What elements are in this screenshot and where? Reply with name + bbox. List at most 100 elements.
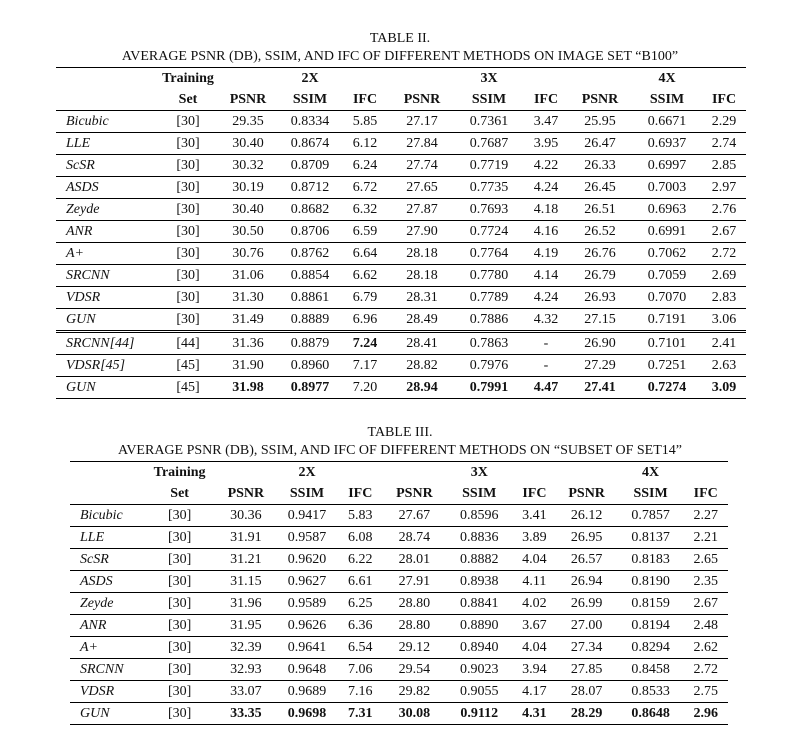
method-name: GUN [70, 702, 145, 725]
metric-value: 0.7780 [454, 264, 524, 287]
metric-value: 7.06 [337, 658, 384, 681]
metric-value: 2.65 [683, 548, 728, 571]
training-set: [30] [160, 132, 216, 155]
metric-value: 27.90 [390, 220, 454, 243]
table-row: VDSR[45] [45] 31.90 0.8960 7.17 28.82 0.7976-2… [56, 354, 746, 377]
metric-value: 0.7991 [454, 376, 524, 399]
metric-value: 6.32 [340, 198, 390, 221]
training-set: [30] [144, 680, 215, 703]
metric-value: 31.15 [214, 570, 277, 593]
header-ifc: IFC [711, 92, 737, 107]
metric-value: 30.50 [216, 220, 280, 243]
metric-value: 0.6963 [632, 198, 702, 221]
metric-value: 2.96 [683, 702, 728, 725]
table-row: VDSR [30] 31.30 0.8861 6.79 28.31 0.7789 4.24 26… [56, 286, 746, 309]
table-row: ASDS [30] 31.15 0.9627 6.61 27.91 0.8938 4.11 26… [70, 570, 728, 593]
metric-value: 0.8889 [280, 308, 340, 332]
metric-value: 0.9648 [276, 658, 338, 681]
method-name: SRCNN[44] [56, 330, 160, 355]
metric-value: 30.40 [216, 132, 280, 155]
header-ssim: SSIM [649, 92, 685, 107]
method-name: VDSR [70, 680, 145, 703]
metric-value: 3.09 [702, 376, 746, 399]
training-set: [45] [160, 376, 216, 399]
metric-value: 5.83 [337, 504, 384, 527]
metric-value: 0.8938 [445, 570, 514, 593]
table-row: Bicubic [30] 30.36 0.9417 5.83 27.67 0.8596 3.4… [70, 504, 728, 527]
training-set: [30] [144, 570, 215, 593]
header-ssim: SSIM [462, 486, 497, 501]
table-row: ANR [30] 30.50 0.8706 6.59 27.90 0.7724 4.16 26.… [56, 220, 746, 243]
metric-value: 32.93 [214, 658, 277, 681]
metric-value: 29.54 [383, 658, 446, 681]
metric-value: 0.7863 [454, 330, 524, 355]
metric-value: 2.67 [702, 220, 746, 243]
metric-value: 31.95 [214, 614, 277, 637]
metric-value: 0.7724 [454, 220, 524, 243]
metric-value: 0.7857 [617, 504, 684, 527]
header-ssim: SSIM [292, 92, 328, 107]
metric-value: 26.95 [555, 526, 618, 549]
method-name: GUN [56, 308, 160, 332]
table-row: GUN [30] 31.49 0.8889 6.96 28.49 0.7886 4.32 27.… [56, 308, 746, 332]
metric-value: 31.91 [214, 526, 277, 549]
header-psnr: PSNR [403, 92, 441, 107]
metric-value: 2.41 [702, 330, 746, 355]
method-name: VDSR [56, 286, 160, 309]
table-row: ScSR [30] 30.32 0.8709 6.24 27.74 0.7719 4.22 26… [56, 154, 746, 177]
metric-value: 0.7789 [454, 286, 524, 309]
header-ifc: IFC [352, 92, 378, 107]
metric-value: 3.89 [513, 526, 556, 549]
metric-value: 6.36 [337, 614, 384, 637]
table-row: Zeyde [30] 30.40 0.8682 6.32 27.87 0.7693 4.18 2… [56, 198, 746, 221]
metric-value: 0.8940 [445, 636, 514, 659]
metric-value: 3.95 [524, 132, 568, 155]
header-psnr: PSNR [396, 486, 433, 501]
metric-value: 2.62 [683, 636, 728, 659]
metric-value: 0.8294 [617, 636, 684, 659]
metric-value: 6.08 [337, 526, 384, 549]
table-row: Zeyde [30] 31.96 0.9589 6.25 28.80 0.8841 4.02 2… [70, 592, 728, 615]
table2-caption: AVERAGE PSNR (DB), SSIM, AND IFC OF DIFF… [121, 49, 679, 64]
metric-value: 0.8712 [280, 176, 340, 199]
metric-value: 0.8674 [280, 132, 340, 155]
metric-value: 0.9627 [276, 570, 338, 593]
metric-value: 0.7062 [632, 242, 702, 265]
header-psnr: PSNR [581, 92, 619, 107]
table2: Training 2X 3X 4X Set PSNR SSIM IFC PSNR… [56, 67, 746, 399]
metric-value: 0.9112 [445, 702, 514, 725]
metric-value: 0.7191 [632, 308, 702, 332]
metric-value: 27.34 [555, 636, 618, 659]
metric-value: 33.35 [214, 702, 277, 725]
metric-value: 0.7070 [632, 286, 702, 309]
metric-value: 4.24 [524, 286, 568, 309]
metric-value: 2.67 [683, 592, 728, 615]
metric-value: 0.7976 [454, 354, 524, 377]
metric-value: 4.16 [524, 220, 568, 243]
metric-value: 2.72 [702, 242, 746, 265]
metric-value: 4.14 [524, 264, 568, 287]
metric-value: 6.61 [337, 570, 384, 593]
training-set: [30] [160, 176, 216, 199]
metric-value: 0.7059 [632, 264, 702, 287]
metric-value: 0.9626 [276, 614, 338, 637]
metric-value: 5.85 [340, 110, 390, 133]
header-scale-2x: 2X [280, 67, 340, 89]
metric-value: 30.36 [214, 504, 277, 527]
header-psnr: PSNR [568, 486, 605, 501]
metric-value: 26.99 [555, 592, 618, 615]
metric-value: 26.57 [555, 548, 618, 571]
metric-value: 31.49 [216, 308, 280, 332]
metric-value: 4.19 [524, 242, 568, 265]
metric-value: 0.9620 [276, 548, 338, 571]
metric-value: 4.04 [513, 548, 556, 571]
metric-value: 30.40 [216, 198, 280, 221]
metric-value: 3.06 [702, 308, 746, 332]
table3: Training 2X 3X 4X Set PSNR SSIM IFC PSNR… [70, 461, 728, 725]
method-name: VDSR[45] [56, 354, 160, 377]
metric-value: 0.8836 [445, 526, 514, 549]
metric-value: 27.67 [383, 504, 446, 527]
metric-value: 27.15 [568, 308, 632, 332]
metric-value: 33.07 [214, 680, 277, 703]
metric-value: 28.31 [390, 286, 454, 309]
